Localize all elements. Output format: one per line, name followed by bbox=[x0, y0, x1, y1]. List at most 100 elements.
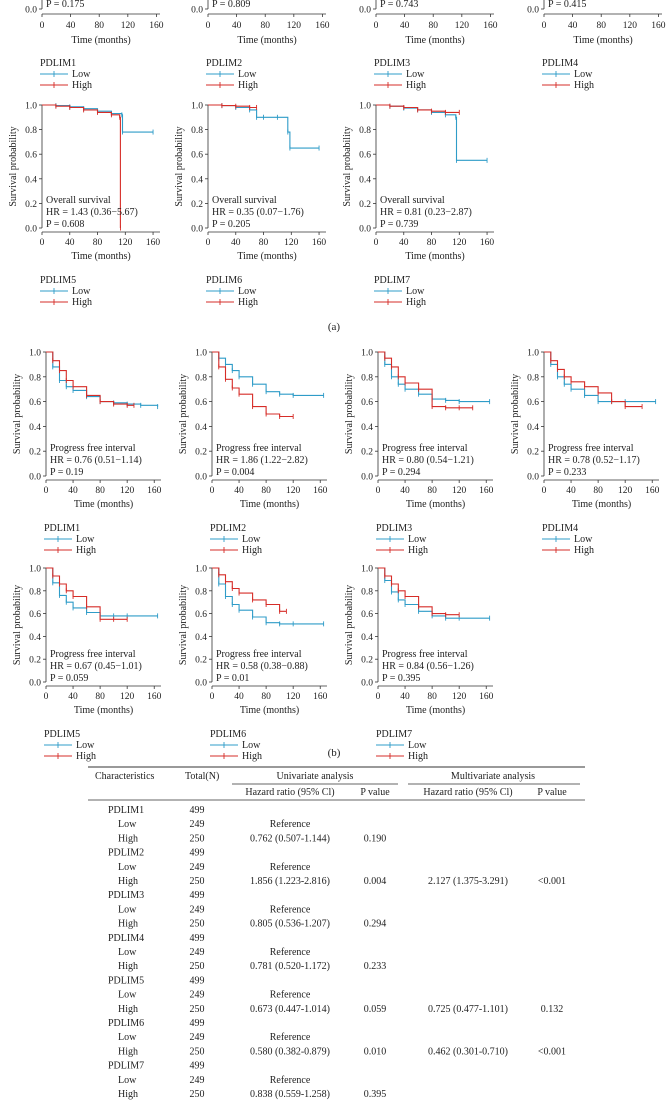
plot-annotation: Progress free interval bbox=[216, 443, 302, 454]
plot-annotation: Progress free interval bbox=[50, 649, 136, 660]
legend-label-low: Low bbox=[406, 286, 425, 297]
y-tick-label: 0.6 bbox=[359, 151, 371, 161]
y-tick-label: 0.8 bbox=[191, 126, 203, 136]
legend-label-high: High bbox=[406, 297, 426, 308]
y-tick-label: 0.0 bbox=[191, 225, 203, 235]
plot-annotation: P = 0.608 bbox=[46, 219, 84, 230]
col-header-pvalue-multi: P value bbox=[537, 787, 567, 798]
y-tick-label: 0.6 bbox=[191, 151, 203, 161]
y-tick-label: 1.0 bbox=[195, 565, 207, 575]
y-tick-label: 0.2 bbox=[361, 448, 373, 458]
p-value: P = 0.743 bbox=[380, 0, 418, 10]
y-tick-label: 0.6 bbox=[29, 398, 41, 408]
x-tick-label: 120 bbox=[118, 238, 133, 248]
x-axis-label: Time (months) bbox=[405, 251, 464, 262]
legend-label-high: High bbox=[76, 545, 96, 556]
legend-label-low: Low bbox=[238, 286, 257, 297]
legend-title: PDLIM5 bbox=[40, 275, 76, 286]
table-row: High 250 0.781 (0.520-1.172) 0.233 bbox=[118, 961, 386, 972]
row-total: 250 bbox=[190, 919, 205, 930]
row-univariate-hr: 0.781 (0.520-1.172) bbox=[250, 961, 330, 972]
col-header-hr-multi: Hazard ratio (95% Cl) bbox=[423, 787, 512, 798]
legend-title: PDLIM5 bbox=[44, 729, 80, 740]
km-curve-low bbox=[212, 351, 324, 396]
row-total: 250 bbox=[190, 1089, 205, 1100]
row-total: 250 bbox=[190, 833, 205, 844]
y-tick-label: 0.4 bbox=[29, 423, 41, 433]
x-tick-label: 0 bbox=[40, 238, 45, 248]
x-tick-label: 120 bbox=[452, 486, 467, 496]
y-axis-label: Survival probability bbox=[344, 374, 355, 454]
y-tick-label: 0.2 bbox=[195, 448, 207, 458]
legend-label-low: Low bbox=[72, 286, 91, 297]
col-header-pvalue: P value bbox=[360, 787, 390, 798]
col-header-characteristics: Characteristics bbox=[95, 771, 155, 782]
x-tick-label: 80 bbox=[427, 238, 437, 248]
y-tick-label: 0.8 bbox=[29, 373, 41, 383]
plot-annotation: Overall survival bbox=[212, 195, 277, 206]
legend-label-high: High bbox=[574, 80, 594, 91]
x-tick-label: 120 bbox=[120, 486, 135, 496]
plot-annotation: HR = 0.76 (0.51−1.14) bbox=[50, 455, 142, 466]
row-label: PDLIM3 bbox=[108, 890, 144, 901]
plot-annotation: Progress free interval bbox=[382, 649, 468, 660]
y-tick-label: 0.4 bbox=[191, 175, 203, 185]
row-univariate-p: 0.010 bbox=[364, 1046, 387, 1057]
x-tick-label: 0 bbox=[542, 486, 547, 496]
top-partial-plot: 0.0 P = 0.809 0 40 80 120 160 Time (months) PDLI… bbox=[191, 0, 330, 91]
km-plot-pfi_PDLIM5: 0.0 0.2 0.4 0.6 0.8 1.0 0 40 80 120 160 Time (month… bbox=[12, 565, 162, 763]
x-tick-label: 80 bbox=[428, 21, 438, 31]
km-plot-os_PDLIM7: 0.0 0.2 0.4 0.6 0.8 1.0 0 40 80 120 160 Time (month… bbox=[342, 102, 494, 309]
row-total: 249 bbox=[190, 904, 205, 915]
legend-title: PDLIM4 bbox=[542, 58, 578, 69]
legend-title: PDLIM1 bbox=[44, 523, 80, 534]
y-tick-label: 0.0 bbox=[25, 225, 37, 235]
y-tick-label: 1.0 bbox=[29, 349, 41, 359]
x-tick-label: 160 bbox=[147, 486, 162, 496]
table-row: High 250 1.856 (1.223-2.816) 0.004 2.127 (1.… bbox=[118, 876, 566, 887]
row-univariate-hr: 0.673 (0.447-1.014) bbox=[250, 1004, 330, 1015]
x-tick-label: 0 bbox=[44, 486, 49, 496]
km-curve-high bbox=[46, 567, 128, 620]
legend-label-low: Low bbox=[408, 534, 427, 545]
x-tick-label: 80 bbox=[596, 21, 606, 31]
plot-annotation: Overall survival bbox=[46, 195, 111, 206]
y-tick-label: 0.2 bbox=[527, 448, 539, 458]
km-curve-high bbox=[212, 351, 294, 418]
x-tick-label: 40 bbox=[568, 21, 578, 31]
x-tick-label: 40 bbox=[68, 486, 78, 496]
x-tick-label: 80 bbox=[261, 692, 271, 702]
km-plot-os_PDLIM6: 0.0 0.2 0.4 0.6 0.8 1.0 0 40 80 120 160 Time (month… bbox=[174, 102, 326, 309]
x-axis-label: Time (months) bbox=[405, 35, 464, 46]
row-label: PDLIM5 bbox=[108, 975, 144, 986]
y-tick-label: 0.8 bbox=[361, 587, 373, 597]
row-total: 499 bbox=[190, 1018, 205, 1029]
legend-label-low: Low bbox=[238, 69, 257, 80]
x-tick-label: 120 bbox=[286, 486, 301, 496]
km-plot-pfi_PDLIM2: 0.0 0.2 0.4 0.6 0.8 1.0 0 40 80 120 160 Time (month… bbox=[178, 349, 328, 557]
table-row: PDLIM6 499 bbox=[108, 1018, 205, 1029]
x-tick-label: 40 bbox=[566, 486, 576, 496]
legend-title: PDLIM3 bbox=[376, 523, 412, 534]
legend-title: PDLIM7 bbox=[374, 275, 410, 286]
y-axis-label: Survival probability bbox=[510, 374, 521, 454]
y-tick-label: 0.8 bbox=[195, 587, 207, 597]
y-tick-label: 0.2 bbox=[195, 656, 207, 666]
row-total: 249 bbox=[190, 862, 205, 873]
legend-title: PDLIM4 bbox=[542, 523, 578, 534]
row-total: 250 bbox=[190, 961, 205, 972]
legend-title: PDLIM2 bbox=[210, 523, 246, 534]
row-label: High bbox=[118, 919, 138, 930]
y-tick-label: 1.0 bbox=[359, 102, 371, 112]
y-tick-label: 0.6 bbox=[527, 398, 539, 408]
row-label: Low bbox=[118, 990, 137, 1001]
legend-label-high: High bbox=[238, 297, 258, 308]
row-label: Low bbox=[118, 904, 137, 915]
km-curve-low bbox=[378, 351, 490, 403]
row-univariate-p: 0.294 bbox=[364, 919, 387, 930]
p-value: P = 0.415 bbox=[548, 0, 586, 10]
y-tick-label: 1.0 bbox=[527, 349, 539, 359]
y-tick-label: 0.4 bbox=[195, 423, 207, 433]
y-axis-label: Survival probability bbox=[342, 126, 353, 206]
y-tick-label: 1.0 bbox=[191, 102, 203, 112]
